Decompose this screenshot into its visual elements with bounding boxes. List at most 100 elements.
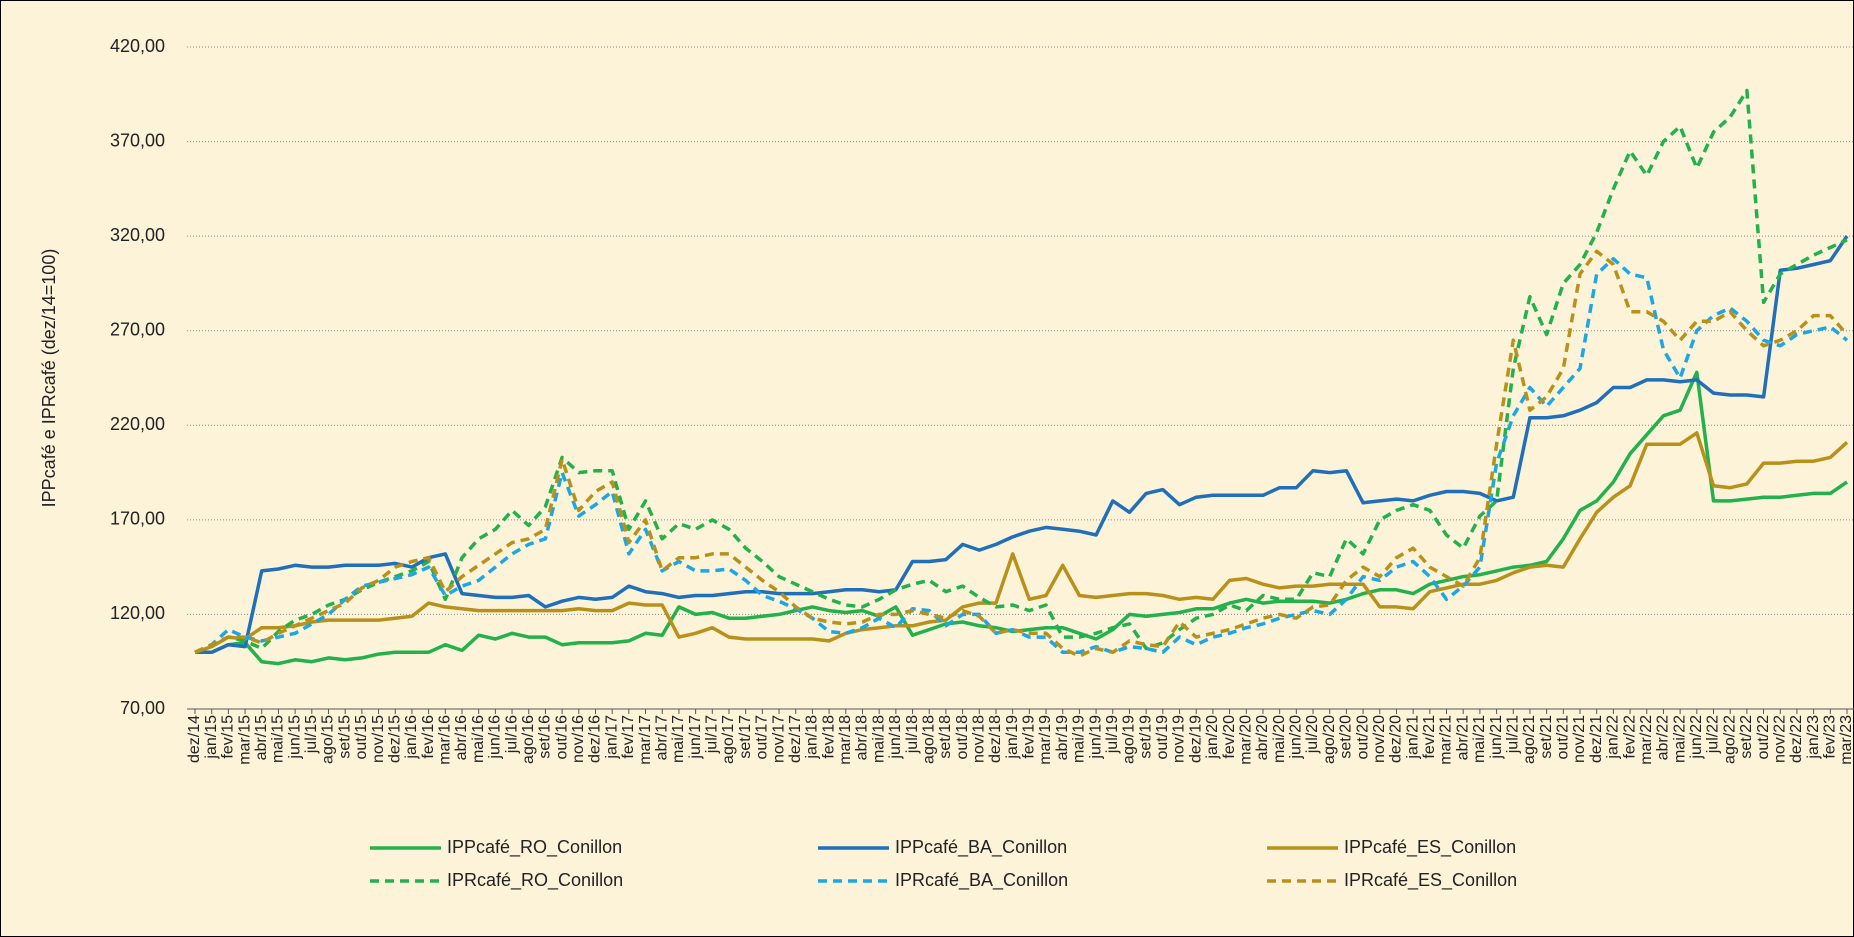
x-tick-label: fev/19 bbox=[1021, 715, 1038, 759]
x-tick-label: abr/16 bbox=[453, 715, 470, 760]
x-tick-label: set/17 bbox=[737, 715, 754, 759]
x-tick-label: mar/18 bbox=[837, 715, 854, 765]
x-tick-label: set/20 bbox=[1338, 715, 1355, 759]
x-tick-label: mar/23 bbox=[1838, 715, 1854, 765]
x-tick-label: abr/22 bbox=[1655, 715, 1672, 760]
series-line bbox=[194, 249, 1849, 658]
x-tick-label: jun/17 bbox=[687, 715, 704, 760]
x-tick-label: ago/17 bbox=[720, 715, 737, 764]
x-tick-label: jan/17 bbox=[603, 715, 620, 760]
x-tick-label: jan/16 bbox=[403, 715, 420, 760]
x-tick-label: ago/15 bbox=[320, 715, 337, 764]
x-tick-label: abr/15 bbox=[253, 715, 270, 760]
x-tick-label: jun/18 bbox=[887, 715, 904, 760]
x-tick-label: jun/22 bbox=[1688, 715, 1705, 760]
series-line bbox=[194, 257, 1849, 655]
x-tick-label: jan/23 bbox=[1805, 715, 1822, 760]
x-tick-label: ago/22 bbox=[1721, 715, 1738, 764]
x-tick-label: fev/18 bbox=[820, 715, 837, 759]
x-tick-label: jul/16 bbox=[503, 715, 520, 754]
x-tick-label: jun/16 bbox=[487, 715, 504, 760]
x-tick-label: jul/20 bbox=[1304, 715, 1321, 754]
x-tick-label: fev/20 bbox=[1221, 715, 1238, 759]
x-tick-label: ago/19 bbox=[1121, 715, 1138, 764]
x-tick-label: nov/20 bbox=[1371, 715, 1388, 763]
x-tick-label: mar/20 bbox=[1237, 715, 1254, 765]
x-tick-label: nov/18 bbox=[971, 715, 988, 763]
x-tick-label: jul/19 bbox=[1104, 715, 1121, 754]
x-tick-label: nov/21 bbox=[1571, 715, 1588, 763]
y-tick-label: 320,00 bbox=[110, 225, 165, 245]
x-tick-label: mar/22 bbox=[1638, 715, 1655, 765]
y-tick-label: 170,00 bbox=[110, 509, 165, 529]
x-tick-label: dez/22 bbox=[1788, 715, 1805, 763]
x-tick-label: mar/21 bbox=[1438, 715, 1455, 765]
x-tick-label: jan/18 bbox=[804, 715, 821, 760]
x-tick-label: dez/17 bbox=[787, 715, 804, 763]
legend-label: IPPcafé_ES_Conillon bbox=[1344, 837, 1516, 858]
x-tick-label: jun/19 bbox=[1087, 715, 1104, 760]
x-tick-label: abr/17 bbox=[653, 715, 670, 760]
x-tick-label: dez/15 bbox=[386, 715, 403, 763]
x-tick-label: nov/19 bbox=[1171, 715, 1188, 763]
x-tick-label: jul/15 bbox=[303, 715, 320, 754]
x-tick-label: fev/16 bbox=[420, 715, 437, 759]
x-tick-label: dez/14 bbox=[186, 715, 203, 763]
x-tick-label: dez/16 bbox=[587, 715, 604, 763]
x-tick-label: dez/18 bbox=[987, 715, 1004, 763]
x-tick-label: nov/22 bbox=[1771, 715, 1788, 763]
x-tick-label: mai/20 bbox=[1271, 715, 1288, 763]
x-tick-label: out/20 bbox=[1354, 715, 1371, 760]
x-tick-label: out/17 bbox=[754, 715, 771, 760]
legend-label: IPRcafé_ES_Conillon bbox=[1344, 870, 1517, 891]
x-tick-label: nov/15 bbox=[370, 715, 387, 763]
x-tick-label: mai/17 bbox=[670, 715, 687, 763]
x-tick-label: jun/15 bbox=[286, 715, 303, 760]
series-line bbox=[194, 88, 1848, 654]
x-tick-label: jul/21 bbox=[1504, 715, 1521, 754]
series-line bbox=[194, 431, 1849, 654]
x-tick-label: out/19 bbox=[1154, 715, 1171, 760]
x-tick-label: nov/17 bbox=[770, 715, 787, 763]
x-tick-label: abr/18 bbox=[854, 715, 871, 760]
x-tick-label: fev/23 bbox=[1822, 715, 1839, 759]
x-tick-label: ago/21 bbox=[1521, 715, 1538, 764]
x-tick-label: ago/16 bbox=[520, 715, 537, 764]
x-tick-label: out/15 bbox=[353, 715, 370, 760]
legend-label: IPRcafé_BA_Conillon bbox=[895, 870, 1068, 891]
y-tick-label: 70,00 bbox=[120, 698, 165, 718]
x-tick-label: dez/19 bbox=[1187, 715, 1204, 763]
legend-label: IPPcafé_BA_Conillon bbox=[895, 837, 1067, 858]
series-line bbox=[195, 235, 1849, 655]
legend-label: IPPcafé_RO_Conillon bbox=[447, 837, 622, 858]
x-tick-label: abr/19 bbox=[1054, 715, 1071, 760]
x-tick-label: dez/20 bbox=[1388, 715, 1405, 763]
y-tick-label: 120,00 bbox=[110, 603, 165, 623]
x-tick-label: jun/20 bbox=[1288, 715, 1305, 760]
x-tick-label: out/16 bbox=[553, 715, 570, 760]
x-tick-label: jun/21 bbox=[1488, 715, 1505, 760]
x-tick-label: jul/22 bbox=[1705, 715, 1722, 754]
x-tick-label: set/18 bbox=[937, 715, 954, 759]
x-tick-label: abr/20 bbox=[1254, 715, 1271, 760]
x-tick-label: fev/15 bbox=[220, 715, 237, 759]
x-tick-label: jul/17 bbox=[704, 715, 721, 754]
x-tick-label: mar/15 bbox=[236, 715, 253, 765]
legend-label: IPRcafé_RO_Conillon bbox=[447, 870, 623, 891]
x-tick-label: mai/15 bbox=[270, 715, 287, 763]
x-tick-label: out/21 bbox=[1555, 715, 1572, 760]
x-tick-label: jan/19 bbox=[1004, 715, 1021, 760]
x-tick-label: ago/18 bbox=[920, 715, 937, 764]
x-tick-label: ago/20 bbox=[1321, 715, 1338, 764]
x-tick-label: abr/21 bbox=[1454, 715, 1471, 760]
x-tick-label: mar/16 bbox=[437, 715, 454, 765]
y-axis-title: IPPcafé e IPRcafé (dez/14=100) bbox=[39, 249, 59, 508]
x-tick-label: mai/19 bbox=[1071, 715, 1088, 763]
x-tick-label: dez/21 bbox=[1588, 715, 1605, 763]
x-tick-label: set/22 bbox=[1738, 715, 1755, 759]
x-tick-label: jan/21 bbox=[1404, 715, 1421, 760]
y-tick-label: 420,00 bbox=[110, 36, 165, 56]
x-tick-label: out/18 bbox=[954, 715, 971, 760]
